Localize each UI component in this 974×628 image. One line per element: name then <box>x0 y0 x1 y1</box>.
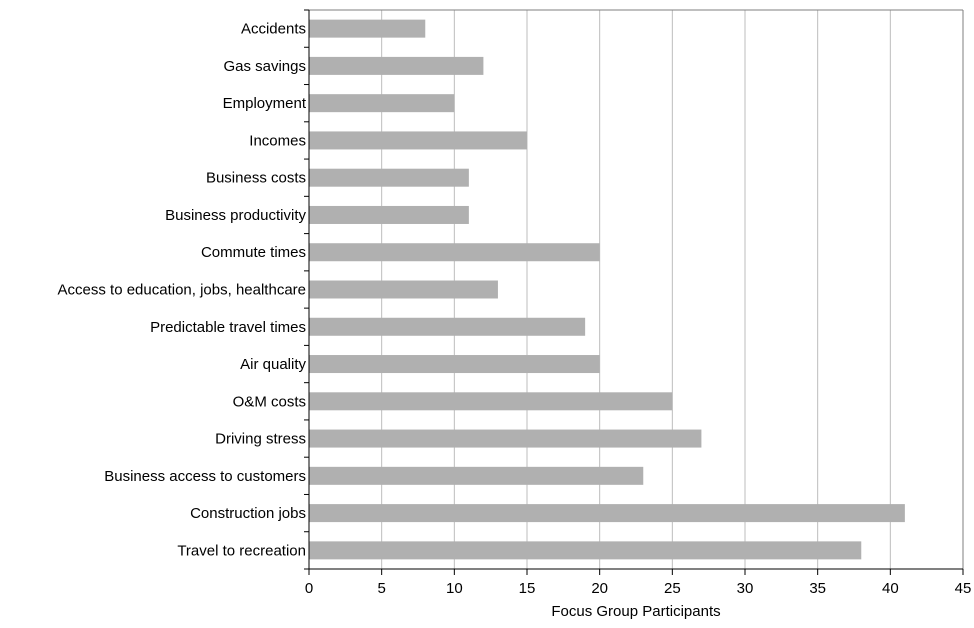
x-axis-title: Focus Group Participants <box>551 603 720 620</box>
bar-11 <box>309 429 702 448</box>
bar-9 <box>309 355 600 374</box>
bar-8 <box>309 317 586 336</box>
bar-0 <box>309 19 426 38</box>
plot-frame <box>304 9 964 570</box>
category-label-8: Predictable travel times <box>150 319 306 336</box>
bar-1 <box>309 56 484 75</box>
category-label-4: Business costs <box>206 170 306 187</box>
bar-14 <box>309 541 862 560</box>
category-label-1: Gas savings <box>223 58 306 75</box>
category-label-13: Construction jobs <box>190 505 306 522</box>
x-tick-label-30: 30 <box>737 580 754 597</box>
category-label-6: Commute times <box>201 244 306 261</box>
x-tick-label-0: 0 <box>305 580 313 597</box>
bar-5 <box>309 205 469 224</box>
bars <box>309 19 905 560</box>
category-label-2: Employment <box>223 95 307 112</box>
x-tick-label-45: 45 <box>955 580 972 597</box>
x-tick-label-25: 25 <box>664 580 681 597</box>
category-label-14: Travel to recreation <box>177 542 306 559</box>
bar-2 <box>309 94 455 113</box>
bar-13 <box>309 504 905 523</box>
category-label-10: O&M costs <box>233 393 306 410</box>
x-tick-label-40: 40 <box>882 580 899 597</box>
category-label-0: Accidents <box>241 21 306 38</box>
x-tick-label-35: 35 <box>809 580 826 597</box>
category-label-11: Driving stress <box>215 431 306 448</box>
x-axis-ticks: 0 5 10 15 20 25 30 35 40 45 <box>305 569 972 597</box>
x-tick-label-5: 5 <box>377 580 385 597</box>
bar-12 <box>309 466 644 485</box>
bar-10 <box>309 392 673 411</box>
category-label-12: Business access to customers <box>104 468 306 485</box>
gridlines <box>381 10 891 569</box>
category-label-5: Business productivity <box>165 207 306 224</box>
bar-4 <box>309 168 469 187</box>
category-label-9: Air quality <box>240 356 306 373</box>
category-label-7: Access to education, jobs, healthcare <box>58 282 306 299</box>
bar-3 <box>309 131 527 150</box>
category-label-3: Incomes <box>249 132 306 149</box>
bar-6 <box>309 243 600 262</box>
x-tick-label-15: 15 <box>519 580 536 597</box>
x-tick-label-10: 10 <box>446 580 463 597</box>
x-tick-label-20: 20 <box>591 580 608 597</box>
category-labels: Accidents Gas savings Employment Incomes Bus… <box>58 21 307 560</box>
bar-7 <box>309 280 498 299</box>
